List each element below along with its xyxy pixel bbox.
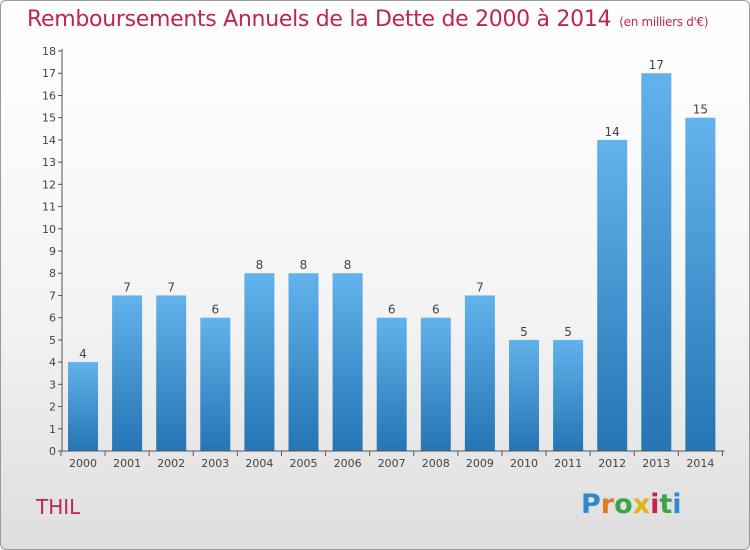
y-tick-label: 18 <box>42 45 56 58</box>
y-tick-label: 14 <box>42 134 56 147</box>
y-tick-label: 10 <box>42 223 56 236</box>
bar-2010 <box>509 339 539 451</box>
bar-value-label: 8 <box>256 258 264 272</box>
bar-2004 <box>244 273 275 451</box>
bars-group: 4 7 7 6 8 8 8 6 6 7 5 5 14 17 15 <box>68 58 716 452</box>
x-tick-label: 2000 <box>69 457 97 470</box>
bar-value-label: 4 <box>79 347 87 361</box>
y-tick-label: 16 <box>42 89 56 102</box>
x-tick-label: 2001 <box>113 457 141 470</box>
logo-letter: i <box>650 489 660 520</box>
commune-name: THIL <box>36 495 81 519</box>
logo-letter: i <box>672 489 682 520</box>
x-tick-label: 2008 <box>422 457 450 470</box>
bar-value-label: 5 <box>520 325 528 339</box>
bar-2011 <box>553 339 584 451</box>
y-tick-label: 15 <box>42 112 56 125</box>
proxiti-logo: Proxiti <box>581 489 682 520</box>
bar-2002 <box>156 295 187 451</box>
x-tick-label: 2005 <box>290 457 318 470</box>
bar-2000 <box>68 362 98 451</box>
y-tick-label: 7 <box>49 289 56 302</box>
bar-2014 <box>685 117 716 452</box>
logo-letter: x <box>632 489 651 520</box>
y-tick-label: 4 <box>49 356 56 369</box>
x-tick-label: 2002 <box>157 457 185 470</box>
bar-value-label: 17 <box>649 58 664 72</box>
bar-value-label: 8 <box>300 258 308 272</box>
y-tick-label: 0 <box>49 445 56 458</box>
bar-value-label: 14 <box>605 125 620 139</box>
bar-2003 <box>200 317 231 451</box>
logo-letter: t <box>659 489 673 520</box>
x-tick-label: 2004 <box>245 457 273 470</box>
bar-2007 <box>376 317 407 451</box>
chart-title: Remboursements Annuels de la Dette de 20… <box>27 7 709 32</box>
y-tick-label: 13 <box>42 156 56 169</box>
logo-letter: o <box>614 489 633 520</box>
x-tick-label: 2007 <box>378 457 406 470</box>
bar-2008 <box>420 317 451 451</box>
logo-letter: P <box>581 489 601 520</box>
x-tick-label: 2009 <box>466 457 494 470</box>
bar-value-label: 7 <box>476 280 484 294</box>
bar-value-label: 5 <box>564 325 572 339</box>
chart-subtitle: (en milliers d'€) <box>619 15 709 29</box>
y-tick-label: 9 <box>49 245 56 258</box>
x-tick-label: 2013 <box>642 457 670 470</box>
x-tick-label: 2006 <box>334 457 362 470</box>
y-tick-label: 5 <box>49 334 56 347</box>
x-tick-label: 2010 <box>510 457 538 470</box>
bar-2013 <box>641 73 672 451</box>
bar-2009 <box>464 295 495 451</box>
x-tick-label: 2003 <box>201 457 229 470</box>
bar-value-label: 6 <box>211 303 219 317</box>
bar-2005 <box>288 273 319 451</box>
bar-value-label: 15 <box>693 103 708 117</box>
x-tick-label: 2011 <box>554 457 582 470</box>
bar-value-label: 8 <box>344 258 352 272</box>
chart-title-text: Remboursements Annuels de la Dette de 20… <box>27 7 612 32</box>
y-tick-label: 1 <box>49 423 56 436</box>
x-axis: 2000 2001 2002 2003 2004 2005 2006 2007 2008 2009… <box>60 450 725 470</box>
bar-2001 <box>112 295 143 451</box>
y-tick-label: 11 <box>42 201 56 214</box>
bar-value-label: 6 <box>388 303 396 317</box>
y-tick-label: 8 <box>49 267 56 280</box>
bar-value-label: 6 <box>432 303 440 317</box>
y-tick-label: 3 <box>49 378 56 391</box>
bar-value-label: 7 <box>123 280 131 294</box>
y-tick-label: 6 <box>49 312 56 325</box>
y-tick-label: 17 <box>42 67 56 80</box>
bar-2012 <box>597 139 628 451</box>
y-tick-label: 12 <box>42 178 56 191</box>
bar-value-label: 7 <box>167 280 175 294</box>
logo-letter: r <box>600 489 615 520</box>
y-tick-label: 2 <box>49 401 56 414</box>
bar-2006 <box>332 273 363 451</box>
x-tick-label: 2014 <box>686 457 714 470</box>
x-tick-label: 2012 <box>598 457 626 470</box>
